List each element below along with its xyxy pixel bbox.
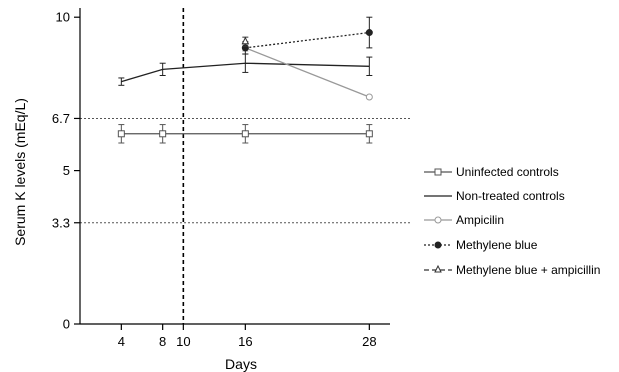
series-layer	[117, 16, 373, 144]
series-line	[245, 31, 370, 49]
data-point	[117, 130, 125, 138]
series-line	[245, 47, 370, 98]
series-line	[121, 62, 370, 83]
y-tick-label: 0	[63, 317, 70, 332]
data-point	[159, 130, 167, 138]
data-point	[365, 93, 373, 101]
y-tick-label: 5	[63, 163, 70, 178]
reference-lines	[80, 8, 412, 324]
ticks: 0 3.3 5 6.7 10 4 8 10 16 28	[52, 10, 377, 349]
y-axis-title: Serum K levels (mEq/L)	[12, 98, 28, 246]
x-tick-label: 8	[159, 334, 166, 349]
legend-label: Ampicilin	[456, 213, 504, 227]
series-2	[118, 53, 373, 86]
y-tick-label: 6.7	[52, 111, 70, 126]
x-tick-label: 4	[118, 334, 125, 349]
legend-label: Uninfected controls	[456, 165, 559, 179]
legend-marker	[434, 216, 442, 224]
axes	[79, 8, 390, 325]
series-3	[241, 44, 373, 101]
data-point	[241, 130, 249, 138]
series-5	[241, 36, 250, 47]
legend-label: Non-treated controls	[456, 189, 565, 203]
legend-marker	[434, 168, 442, 176]
x-axis-title: Days	[225, 356, 257, 372]
data-point	[365, 29, 373, 37]
data-point	[241, 36, 250, 45]
x-tick-label: 10	[176, 334, 190, 349]
legend-label: Methylene blue	[456, 238, 538, 252]
series-4	[241, 16, 373, 55]
legend-marker	[434, 264, 442, 273]
series-1	[117, 124, 373, 144]
legend-marker	[434, 241, 442, 249]
y-tick-label: 10	[56, 10, 70, 25]
x-tick-label: 28	[362, 334, 376, 349]
legend: Uninfected controls Non-treated controls A…	[424, 165, 600, 277]
y-tick-label: 3.3	[52, 215, 70, 230]
data-point	[365, 130, 373, 138]
x-tick-label: 16	[238, 334, 252, 349]
legend-label: Methylene blue + ampicillin	[456, 263, 600, 277]
